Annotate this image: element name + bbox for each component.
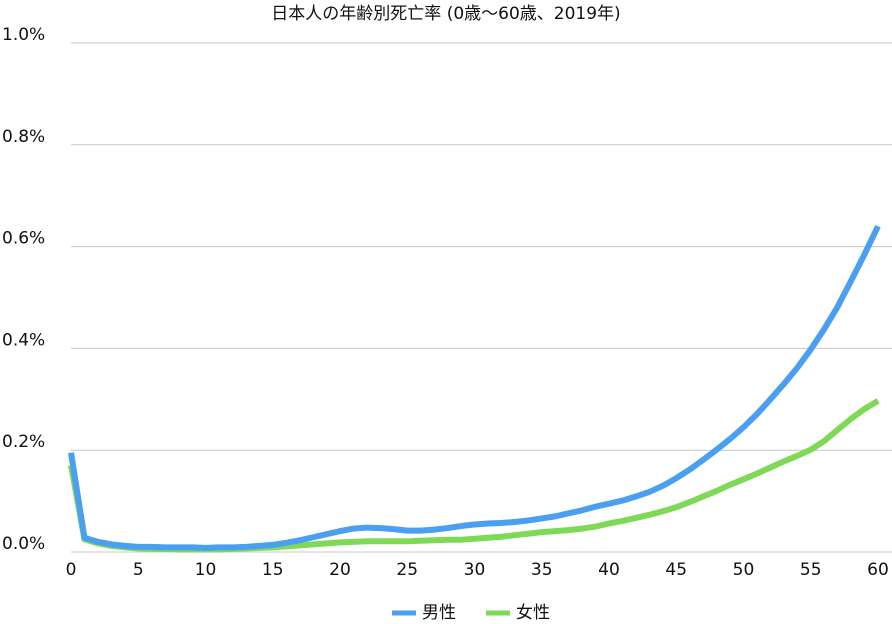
chart-title: 日本人の年齢別死亡率 (0歳〜60歳、2019年) — [271, 4, 620, 24]
x-tick-label: 5 — [133, 560, 144, 580]
x-tick-label: 30 — [464, 560, 486, 580]
x-tick-label: 15 — [262, 560, 284, 580]
series-line — [68, 224, 881, 551]
legend-label: 男性 — [422, 603, 456, 623]
x-tick-label: 60 — [867, 560, 889, 580]
y-tick-label: 0.8% — [2, 127, 45, 147]
x-tick-label: 35 — [531, 560, 553, 580]
y-tick-label: 0.6% — [2, 229, 45, 249]
x-tick-label: 10 — [195, 560, 217, 580]
x-tick-label: 25 — [396, 560, 418, 580]
y-tick-label: 0.0% — [2, 534, 45, 554]
x-tick-label: 55 — [800, 560, 822, 580]
x-tick-label: 50 — [733, 560, 755, 580]
x-tick-label: 45 — [665, 560, 687, 580]
legend-label: 女性 — [516, 603, 550, 623]
x-tick-label: 20 — [329, 560, 351, 580]
x-tick-label: 0 — [66, 560, 77, 580]
y-tick-label: 0.2% — [2, 432, 45, 452]
y-tick-label: 0.4% — [2, 330, 45, 350]
y-tick-label: 1.0% — [2, 25, 45, 45]
x-tick-label: 40 — [598, 560, 620, 580]
